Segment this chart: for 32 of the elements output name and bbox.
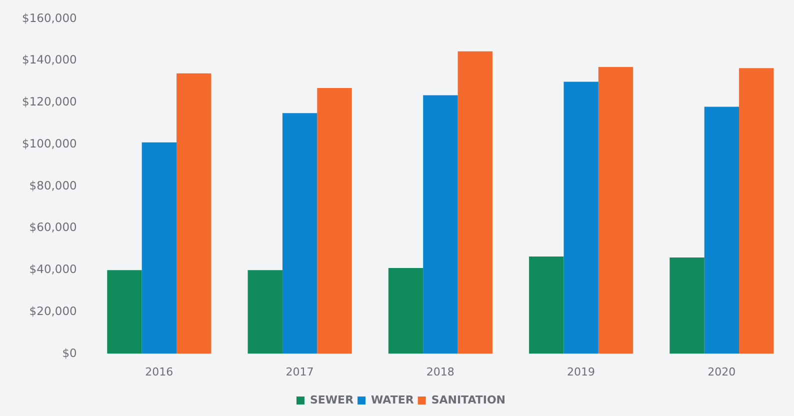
y-tick-label: $100,000 (22, 136, 77, 150)
legend-label: SANITATION (431, 393, 506, 406)
y-tick-label: $140,000 (22, 52, 77, 67)
bar (317, 88, 352, 354)
legend-label: SEWER (310, 393, 354, 406)
bar (388, 268, 424, 354)
y-tick-label: $80,000 (29, 178, 77, 192)
y-tick-label: $0 (62, 346, 77, 360)
y-tick-label: $20,000 (29, 304, 77, 318)
x-tick-label: 2020 (708, 365, 736, 378)
x-tick-label: 2016 (145, 365, 174, 378)
bar (107, 270, 142, 354)
bar (598, 67, 634, 354)
x-tick-label: 2017 (286, 365, 314, 378)
bar (704, 106, 740, 354)
x-tick-label: 2019 (567, 365, 596, 378)
x-tick-label: 2018 (426, 365, 454, 378)
bar (564, 82, 598, 354)
legend-label: WATER (371, 393, 414, 406)
bar (248, 270, 282, 354)
bar (458, 51, 492, 354)
bar (176, 73, 212, 354)
y-tick-label: $120,000 (22, 94, 77, 109)
bar (282, 113, 318, 354)
bar (529, 256, 564, 354)
y-tick-label: $160,000 (22, 10, 77, 25)
y-tick-label: $40,000 (29, 262, 77, 276)
bar (423, 95, 458, 354)
y-tick-label: $60,000 (29, 220, 77, 234)
bar (670, 258, 704, 354)
bar (142, 142, 177, 354)
bar (739, 68, 774, 354)
